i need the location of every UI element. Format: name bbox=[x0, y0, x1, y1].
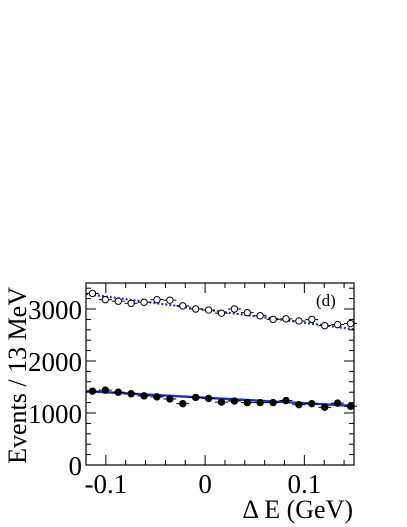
x-tick-label: 0 bbox=[198, 469, 212, 499]
y-tick-label: 3000 bbox=[28, 295, 82, 325]
data-point bbox=[124, 390, 138, 398]
data-point bbox=[176, 399, 190, 408]
data-point bbox=[189, 393, 203, 402]
data-point bbox=[137, 392, 151, 400]
data-point bbox=[124, 299, 138, 307]
data-point bbox=[227, 397, 241, 405]
plot-frame bbox=[85, 282, 355, 466]
data-point bbox=[98, 295, 112, 304]
data-point bbox=[240, 308, 254, 317]
data-point bbox=[266, 398, 280, 407]
axis-ticks bbox=[85, 283, 354, 466]
data-point bbox=[86, 289, 99, 298]
y-axis-label: Events / 13 MeV bbox=[3, 287, 32, 464]
data-point bbox=[318, 403, 332, 411]
y-tick-label: 2000 bbox=[28, 347, 82, 377]
data-points bbox=[86, 289, 357, 411]
data-point bbox=[111, 388, 125, 396]
data-point bbox=[202, 306, 216, 314]
data-point bbox=[279, 315, 293, 323]
data-point bbox=[331, 320, 345, 329]
y-tick-label: 1000 bbox=[28, 399, 82, 429]
data-point bbox=[253, 312, 267, 320]
data-point bbox=[344, 319, 357, 328]
data-point bbox=[215, 309, 228, 317]
data-point bbox=[98, 386, 112, 394]
data-point bbox=[305, 399, 319, 408]
data-point bbox=[305, 315, 319, 324]
data-point bbox=[331, 399, 345, 407]
data-point bbox=[279, 396, 293, 405]
data-point bbox=[189, 305, 203, 313]
data-point bbox=[163, 395, 177, 403]
x-axis-label: Δ E (GeV) bbox=[242, 495, 353, 524]
x-tick-label: 0.1 bbox=[287, 469, 321, 499]
y-tick-label: 0 bbox=[69, 451, 83, 481]
x-tick-label: -0.1 bbox=[84, 469, 127, 499]
data-point bbox=[215, 398, 228, 406]
data-point bbox=[150, 393, 164, 401]
data-point bbox=[150, 295, 164, 304]
data-point bbox=[137, 298, 151, 306]
data-point bbox=[253, 398, 267, 407]
data-point bbox=[176, 302, 190, 310]
data-point bbox=[163, 296, 177, 304]
data-point bbox=[202, 394, 216, 403]
panel-label: (d) bbox=[316, 291, 336, 310]
data-point bbox=[292, 317, 306, 325]
data-point bbox=[86, 387, 99, 395]
data-point bbox=[266, 315, 280, 324]
data-point bbox=[111, 297, 125, 305]
data-point bbox=[227, 305, 241, 313]
data-point bbox=[344, 402, 357, 410]
data-point bbox=[318, 321, 332, 330]
data-point bbox=[240, 398, 254, 407]
data-point bbox=[292, 400, 306, 409]
